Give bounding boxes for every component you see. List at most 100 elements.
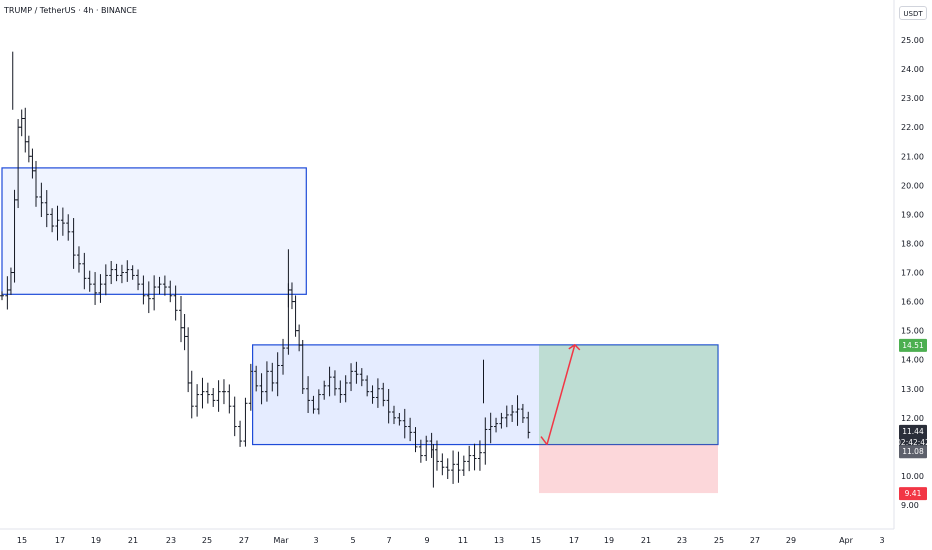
x-tick-label: 3 (879, 536, 884, 545)
candle (87, 270, 92, 292)
candle (472, 443, 477, 471)
x-tick-label: 21 (641, 536, 651, 545)
candle (26, 135, 31, 163)
x-tick-label: 11 (458, 536, 468, 545)
candle (60, 207, 65, 236)
candle (216, 380, 221, 412)
candle (504, 405, 509, 428)
stop-price-badge (899, 487, 927, 501)
y-tick-label: 22.00 (901, 123, 924, 132)
candle (19, 109, 24, 137)
candle (34, 160, 39, 207)
candle (55, 205, 60, 241)
candle (311, 395, 316, 414)
candle (205, 382, 210, 404)
candle (520, 403, 525, 423)
x-tick-label: 21 (128, 536, 138, 545)
arrow-head (568, 343, 581, 351)
candle (119, 264, 124, 284)
candle (418, 439, 423, 463)
candle (238, 420, 243, 447)
candle (477, 440, 482, 471)
candle (221, 379, 226, 405)
candle (365, 375, 370, 397)
candle (195, 384, 200, 417)
x-tick-label: 25 (714, 536, 724, 545)
x-tick-label: 17 (569, 536, 579, 545)
candle (338, 380, 343, 403)
candle (103, 264, 108, 296)
candle (141, 275, 146, 305)
y-tick-label: 18.00 (901, 239, 924, 248)
candle (510, 404, 515, 422)
last-price-badge-text: 11.44 (902, 427, 924, 436)
zone-upper-supply (1, 167, 307, 295)
candle (125, 260, 130, 282)
candle (424, 435, 429, 461)
x-tick-label: 3 (313, 536, 318, 545)
x-tick-label: Mar (273, 536, 289, 545)
candle (109, 260, 114, 285)
y-tick-label: 16.00 (901, 298, 924, 307)
y-tick-label: 15.00 (901, 327, 924, 336)
candle (168, 280, 173, 303)
candle (392, 405, 397, 425)
x-tick-label: 15 (17, 536, 27, 545)
candle (397, 413, 402, 426)
candle (408, 417, 413, 442)
y-tick-label: 19.00 (901, 210, 924, 219)
candle (254, 365, 259, 392)
x-tick-label: 5 (350, 536, 355, 545)
x-tick-label: 27 (750, 536, 760, 545)
entry-price-badge-text: 11.08 (902, 447, 924, 456)
x-tick-label: 23 (677, 536, 687, 545)
position-stop-area (539, 444, 718, 494)
candle (152, 275, 157, 311)
candle (306, 376, 311, 413)
y-tick-label: 13.00 (901, 385, 924, 394)
entry-price-badge (899, 445, 927, 459)
x-tick-label: 19 (91, 536, 101, 545)
y-tick-label: 23.00 (901, 94, 924, 103)
x-tick-label: 17 (55, 536, 65, 545)
candle (349, 363, 354, 392)
x-tick-label: 25 (202, 536, 212, 545)
candle (182, 314, 187, 351)
x-tick-label: 7 (386, 536, 391, 545)
candle (259, 373, 264, 405)
candle (186, 327, 191, 393)
candle (515, 395, 520, 426)
x-tick-label: 27 (239, 536, 249, 545)
candle (456, 451, 461, 483)
candle (179, 295, 183, 343)
y-tick-label: 12.00 (901, 414, 924, 423)
candle (483, 417, 488, 465)
candle (461, 455, 466, 476)
candle (232, 396, 237, 437)
candle (494, 417, 499, 433)
x-tick-label: Apr (839, 536, 854, 545)
candle (211, 388, 216, 407)
candle (44, 190, 49, 228)
currency-button[interactable]: USDT (899, 6, 927, 20)
y-tick-label: 24.00 (901, 65, 924, 74)
candle (189, 370, 194, 419)
candle (413, 427, 418, 453)
candle (275, 352, 280, 397)
candle (375, 378, 380, 408)
candle (248, 363, 253, 411)
y-tick-label: 9.00 (901, 501, 919, 510)
candle (370, 385, 375, 404)
projection-arrow (546, 344, 576, 445)
y-tick-label: 20.00 (901, 181, 924, 190)
candle (499, 412, 504, 429)
candle (50, 208, 55, 233)
projection-leg (540, 436, 548, 446)
target-price-badge (899, 338, 927, 352)
candle (39, 182, 44, 218)
candle (293, 295, 298, 337)
candle (200, 377, 205, 409)
position-target-area (539, 344, 718, 445)
x-tick-label: 9 (424, 536, 429, 545)
